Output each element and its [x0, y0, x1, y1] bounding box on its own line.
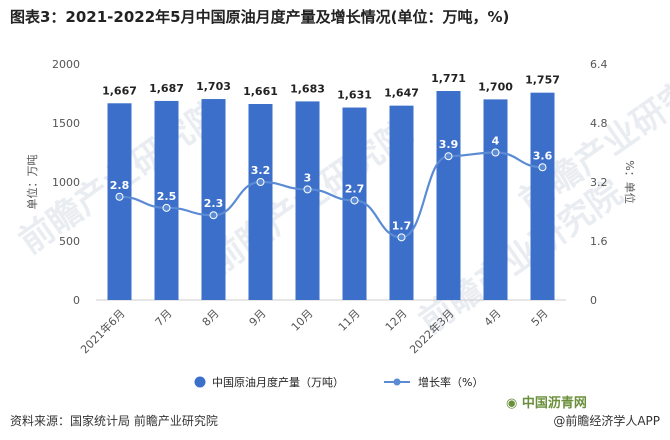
x-tick-label: 2022年3月 [406, 306, 456, 356]
bar-value-label: 1,631 [337, 89, 372, 102]
growth-value-label: 3 [304, 171, 312, 184]
y2-tick-label: 1.6 [590, 235, 608, 248]
bar-9 [530, 92, 555, 300]
bar-value-label: 1,703 [196, 80, 231, 93]
legend-bar-marker [194, 376, 206, 388]
legend-bar-label: 中国原油月度产量（万吨） [212, 375, 344, 389]
bar-value-label: 1,647 [384, 87, 419, 100]
bar-value-label: 1,683 [290, 82, 325, 95]
y2-tick-label: 4.8 [590, 117, 608, 130]
bar-0 [107, 103, 132, 300]
x-tick-label: 9月 [247, 307, 269, 329]
growth-point-4 [303, 185, 312, 194]
growth-point-8 [491, 148, 500, 157]
bar-value-label: 1,687 [149, 82, 184, 95]
growth-point-6 [397, 233, 406, 242]
y-axis-label: 单位：万吨 [25, 155, 39, 210]
y2-tick-label: 6.4 [590, 58, 608, 71]
growth-rate-line [119, 151, 543, 239]
bar-value-label: 1,771 [431, 72, 466, 85]
footer-app: @前瞻经济学人APP [553, 414, 660, 428]
growth-point-3 [256, 178, 265, 186]
growth-point-2 [209, 211, 218, 220]
growth-value-label: 2.3 [204, 197, 224, 210]
growth-point-1 [162, 203, 171, 212]
y-tick-label: 500 [59, 235, 80, 248]
footer-source: 资料来源：国家统计局 前瞻产业研究院 [10, 414, 218, 428]
legend-line-marker [393, 378, 401, 386]
bar-6 [389, 105, 414, 301]
y-tick-label: 0 [73, 294, 80, 307]
x-tick-label: 11月 [336, 307, 363, 334]
bar-value-label: 1,700 [478, 80, 513, 93]
x-tick-label: 2021年6月 [77, 306, 127, 356]
growth-value-label: 3.2 [251, 164, 271, 177]
growth-point-9 [538, 163, 547, 172]
y-tick-label: 2000 [52, 58, 80, 71]
bar-value-label: 1,661 [243, 85, 278, 98]
logo-text: 中国沥青网 [521, 396, 587, 411]
bar-2 [201, 99, 226, 301]
growth-value-label: 2.8 [110, 179, 130, 192]
y2-tick-label: 3.2 [590, 176, 608, 189]
legend-line-label: 增长率（%） [418, 375, 483, 389]
growth-value-label: 3.9 [439, 138, 459, 151]
y2-axis-label: %：单位 [623, 160, 637, 203]
bar-3 [248, 104, 273, 300]
bar-8 [483, 99, 508, 301]
logo-icon: ◉ [506, 396, 522, 411]
bar-value-label: 1,757 [525, 74, 560, 87]
growth-point-5 [350, 196, 359, 205]
bar-7 [436, 91, 461, 300]
bar-1 [154, 100, 179, 301]
bar-4 [295, 101, 320, 300]
chart-title: 图表3：2021-2022年5月中国原油月度产量及增长情况(单位：万吨，%) [10, 8, 510, 26]
y2-tick-label: 0 [590, 294, 597, 307]
growth-value-label: 3.6 [533, 149, 553, 162]
x-tick-label: 12月 [383, 307, 410, 334]
growth-value-label: 2.5 [157, 190, 177, 203]
growth-point-0 [115, 192, 124, 201]
growth-value-label: 1.7 [392, 219, 412, 232]
growth-point-7 [444, 152, 453, 161]
y-tick-label: 1500 [52, 117, 80, 130]
growth-value-label: 4 [492, 135, 500, 148]
x-tick-label: 10月 [289, 307, 316, 334]
growth-value-label: 2.7 [345, 182, 365, 195]
x-tick-label: 4月 [482, 307, 504, 329]
x-tick-label: 5月 [529, 307, 551, 329]
bar-value-label: 1,667 [102, 84, 137, 97]
x-tick-label: 7月 [153, 307, 175, 329]
x-tick-label: 8月 [200, 307, 222, 329]
footer-logo: ◉ 中国沥青网 [506, 392, 587, 411]
y-tick-label: 1000 [52, 176, 80, 189]
